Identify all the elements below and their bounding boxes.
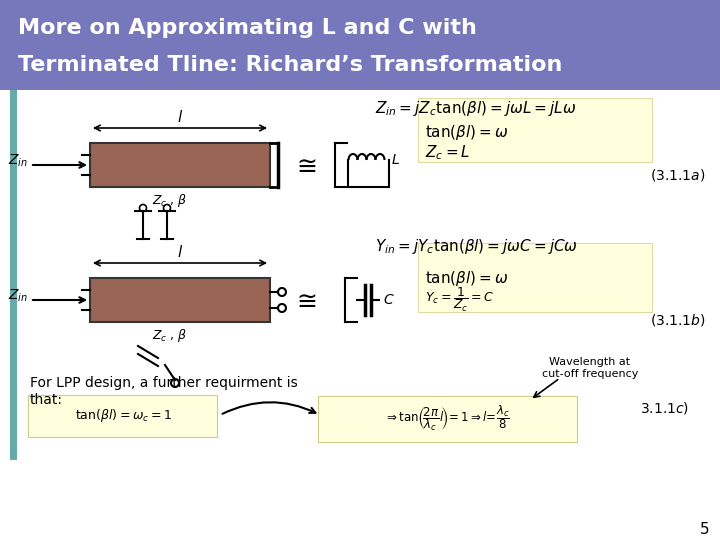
Text: $\tan(\beta l) = \omega_c = 1$: $\tan(\beta l) = \omega_c = 1$ [75, 408, 171, 424]
Text: 5: 5 [700, 523, 710, 537]
Text: $(3.1.1a)$: $(3.1.1a)$ [650, 167, 706, 183]
FancyBboxPatch shape [28, 395, 217, 437]
Text: $\cong$: $\cong$ [292, 288, 318, 312]
Bar [90, 278, 270, 322]
Text: that:: that: [30, 393, 63, 407]
Text: L: L [392, 153, 400, 167]
Text: More on Approximating L and C with: More on Approximating L and C with [18, 18, 477, 38]
Text: $Y_{in} = jY_c\tan(\beta l) = j\omega C = jC\omega$: $Y_{in} = jY_c\tan(\beta l) = j\omega C … [375, 238, 578, 256]
Text: $Z_{in} = jZ_c\tan(\beta l) = j\omega L = jL\omega$: $Z_{in} = jZ_c\tan(\beta l) = j\omega L … [375, 98, 576, 118]
Text: $Z_c = L$: $Z_c = L$ [425, 144, 470, 163]
Text: $l$: $l$ [177, 109, 183, 125]
Text: $3.1.1c)$: $3.1.1c)$ [640, 400, 689, 416]
Text: $Z_{in}$: $Z_{in}$ [8, 153, 28, 169]
Text: $(3.1.1b)$: $(3.1.1b)$ [650, 312, 706, 328]
Text: $\Rightarrow \tan\!\left(\!\dfrac{2\pi}{\lambda_c}l\!\right)\!=1\Rightarrow l\!=: $\Rightarrow \tan\!\left(\!\dfrac{2\pi}{… [384, 403, 510, 433]
Bar [0, 0, 720, 90]
Text: $\cong$: $\cong$ [292, 153, 318, 177]
Text: $l$: $l$ [177, 244, 183, 260]
Bar [10, 90, 17, 460]
Text: $Y_c = \dfrac{1}{Z_c} = C$: $Y_c = \dfrac{1}{Z_c} = C$ [425, 286, 495, 314]
Text: $\tan(\beta l) = \omega$: $\tan(\beta l) = \omega$ [425, 268, 508, 287]
Text: Terminated Tline: Richard’s Transformation: Terminated Tline: Richard’s Transformati… [18, 55, 562, 75]
Bar [90, 143, 270, 187]
Text: $Z_c$ , $\beta$: $Z_c$ , $\beta$ [152, 327, 188, 344]
Text: $Z_{in}$: $Z_{in}$ [8, 288, 28, 304]
Text: $Z_c$ , $\beta$: $Z_c$ , $\beta$ [152, 192, 188, 209]
FancyBboxPatch shape [418, 98, 652, 162]
Text: For LPP design, a further requirment is: For LPP design, a further requirment is [30, 376, 298, 390]
Text: $\tan(\beta l) = \omega$: $\tan(\beta l) = \omega$ [425, 124, 508, 143]
Text: Wavelength at
cut-off frequency: Wavelength at cut-off frequency [542, 357, 638, 379]
Text: C: C [383, 293, 392, 307]
FancyBboxPatch shape [418, 243, 652, 312]
FancyBboxPatch shape [318, 396, 577, 442]
